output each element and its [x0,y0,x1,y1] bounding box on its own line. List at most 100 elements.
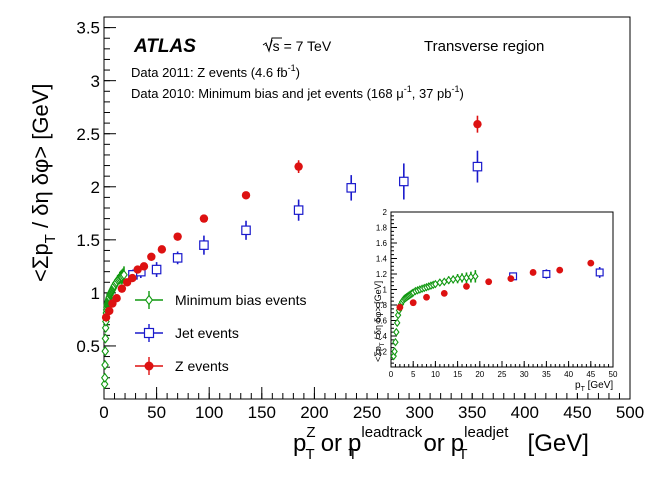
inset-y-tick-label: 0.8 [376,301,388,310]
main-z-events-point [173,232,182,241]
main-x-tick-label: 300 [405,403,433,422]
inset-minimum-bias-events-point [392,337,399,347]
inset-z-events-point [463,283,470,290]
inset-x-tick-label: 15 [453,370,462,379]
inset-z-events-point [529,269,537,276]
inset-z-events-point [507,275,515,283]
inset-x-tick-label: 25 [498,370,507,379]
inset-y-tick-label: 0.4 [376,332,388,341]
inset-minimum-bias-events-point [458,273,466,283]
main-y-tick-label: 0.5 [76,337,100,356]
main-y-tick-label: 2 [91,178,100,197]
main-x-tick-label: 500 [616,403,644,422]
main-y-tick-label: 1 [91,284,100,303]
inset-z-events-point [485,278,493,286]
legend-minimum-bias-events-label: Minimum bias events [175,292,307,308]
main-x-tick-label: 250 [353,403,381,422]
main-minimum-bias-events-point [101,322,110,334]
inset-z-events-point [587,259,595,267]
main-minimum-bias-events-point [101,333,110,344]
main-x-tick-label: 0 [99,403,108,422]
main-y-tick-label: 3.5 [76,19,100,38]
main-z-events-point [133,265,142,274]
main-jet-events-point [241,225,251,236]
main-jet-events-point [151,264,162,275]
main-z-events-point [128,273,137,283]
inset-x-tick-label: 20 [475,370,484,379]
main-z-events-point [199,214,209,223]
inset-minimum-bias-events-point [391,347,398,356]
main-y-tick-label: 2.5 [76,125,100,144]
main-x-tick-label: 350 [458,403,486,422]
main-x-tick-label: 100 [195,403,223,422]
main-z-events-point [294,162,303,171]
legend-z-events-label: Z events [175,358,229,374]
main-x-tick-label: 200 [300,403,328,422]
inset-x-tick-label: 35 [542,370,551,379]
inset-y-tick-label: 1.4 [376,254,388,263]
main-minimum-bias-events-point [100,379,109,390]
main-jet-events-point [293,205,304,215]
legend-z-events-marker [144,361,154,371]
main-minimum-bias-events-point [120,269,128,280]
main-z-events-point [139,262,149,271]
data-line-2010: Data 2010: Minimum bias and jet events (… [131,84,464,101]
inset-jet-events-point [595,268,604,277]
y-axis-label: <ΣpT / δη δφ> [GeV] [28,83,59,282]
main-x-tick-label: 150 [248,403,276,422]
inset-minimum-bias-events-point [393,327,400,337]
inset-x-tick-label: 10 [431,370,440,379]
legend: Minimum bias events Jet events Z events [135,291,307,375]
inset-z-events-point [556,266,564,274]
inset-x-tick-label: 5 [411,370,416,379]
inset-y-tick-label: 0.2 [376,347,388,356]
data-line-2011: Data 2011: Z events (4.6 fb-1) [131,63,300,80]
inset-x-tick-label: 0 [389,370,394,379]
main-jet-events-point [399,176,409,187]
legend-minimum-bias-events-marker [144,294,154,306]
inset-y-tick-label: 1.6 [376,239,388,248]
inset-y-tick-label: 2 [383,208,388,217]
main-z-events-point [241,191,251,200]
main-x-tick-label: 450 [563,403,591,422]
inset-background [340,207,618,393]
inset-y-tick-label: 1.8 [376,223,388,232]
inset-minimum-bias-events-point [472,272,479,281]
main-y-tick-label: 3 [91,72,100,91]
main-minimum-bias-events-point [101,372,109,383]
region-label: Transverse region [424,38,544,55]
inset-x-tick-label: 30 [520,370,529,379]
main-jet-events-point [199,240,209,250]
legend-jet-events-marker [143,327,155,339]
inset-y-tick-label: 0.6 [376,316,388,325]
inset-z-events-point [409,299,417,307]
inset-x-tick-label: 45 [586,370,595,379]
inset-z-events-point [396,303,404,311]
main-minimum-bias-events-point [101,346,110,357]
inset-y-tick-label: 1 [383,285,388,294]
energy-label: √s = 7 TeV [262,37,332,54]
main-z-events-point [157,245,167,254]
main-y-tick-label: 1.5 [76,231,100,250]
inset-minimum-bias-events-point [393,318,401,328]
inset-data-points [390,259,604,361]
atlas-title: ATLAS [133,36,196,57]
main-z-events-point [101,313,111,322]
main-minimum-bias-events-point [101,359,109,371]
main-z-events-point [473,119,482,129]
main-x-tick-label: 400 [511,403,539,422]
inset-x-axis-label: pT [GeV] [575,380,613,393]
inset-z-events-point [423,293,430,301]
inset-tick-labels: 0 5 10 15 20 25 30 35 40 45 50 0.2 0.4 0.6 0.8 1 1.2 1.4 1… [376,208,618,379]
sqrt-icon [262,37,282,53]
inset-x-tick-label: 40 [564,370,573,379]
inset-x-tick-label: 50 [609,370,618,379]
inset-z-events-point [440,289,448,297]
inset-jet-events-point [542,270,551,279]
main-jet-events-point [346,183,357,193]
inset-panel [340,207,618,393]
main-z-events-point [147,252,156,262]
main-jet-events-point [172,253,183,263]
